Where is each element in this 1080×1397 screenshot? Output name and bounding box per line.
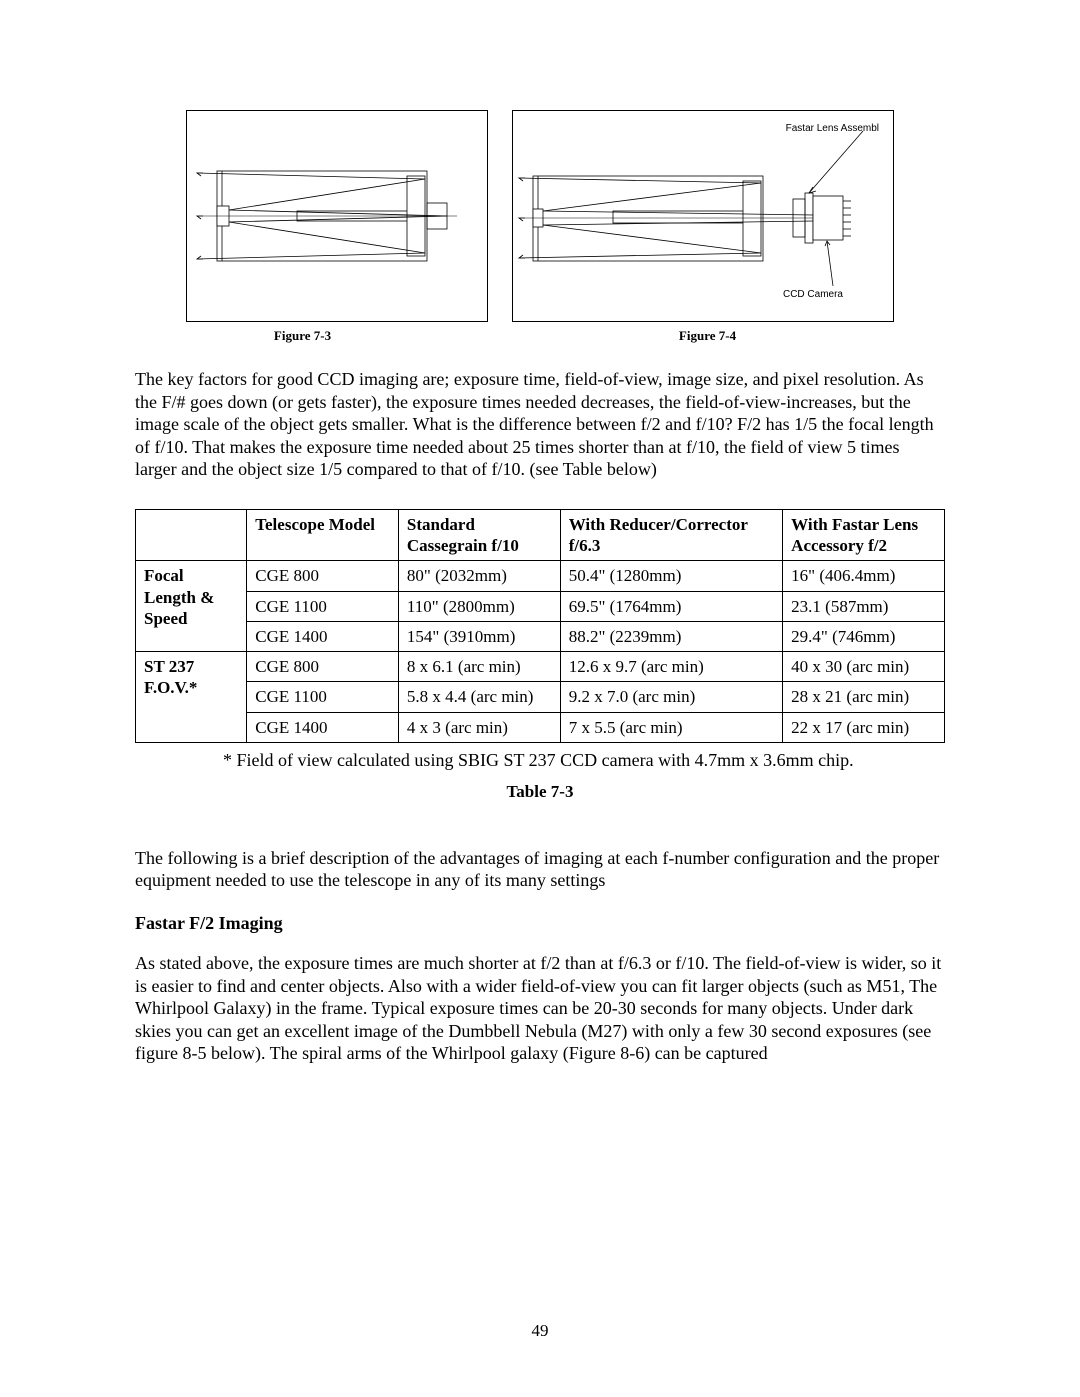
- cell: CGE 800: [247, 652, 399, 682]
- fastar-lens-label: Fastar Lens Assembl: [786, 123, 879, 136]
- cell: CGE 800: [247, 561, 399, 591]
- cell: 88.2" (2239mm): [560, 621, 782, 651]
- cell: CGE 1100: [247, 591, 399, 621]
- cell: 22 x 17 (arc min): [783, 712, 945, 742]
- figures-row: Fastar Lens Assembl CCD Camera: [135, 110, 945, 322]
- cell: 110" (2800mm): [398, 591, 560, 621]
- cell: CGE 1400: [247, 621, 399, 651]
- cell: 4 x 3 (arc min): [398, 712, 560, 742]
- cell: 8 x 6.1 (arc min): [398, 652, 560, 682]
- cell: 12.6 x 9.7 (arc min): [560, 652, 782, 682]
- cell: 5.8 x 4.4 (arc min): [398, 682, 560, 712]
- cell: 23.1 (587mm): [783, 591, 945, 621]
- cell: 80" (2032mm): [398, 561, 560, 591]
- page-number: 49: [0, 1321, 1080, 1341]
- ccd-camera-label: CCD Camera: [783, 289, 843, 302]
- row-header-fov: ST 237 F.O.V.*: [136, 652, 247, 743]
- cell: 69.5" (1764mm): [560, 591, 782, 621]
- cell: 29.4" (746mm): [783, 621, 945, 651]
- fastar-heading: Fastar F/2 Imaging: [135, 912, 945, 935]
- figure-7-4: Fastar Lens Assembl CCD Camera: [512, 110, 894, 322]
- row-header-focal: Focal Length & Speed: [136, 561, 247, 652]
- col-header-f10: Standard Cassegrain f/10: [398, 509, 560, 561]
- figure-captions: Figure 7-3 Figure 7-4: [135, 328, 945, 344]
- figure-7-4-caption: Figure 7-4: [470, 328, 945, 344]
- telescope-diagram-1: [187, 111, 487, 321]
- table-footnote: * Field of view calculated using SBIG ST…: [135, 749, 945, 772]
- cell: 50.4" (1280mm): [560, 561, 782, 591]
- cell: 28 x 21 (arc min): [783, 682, 945, 712]
- intro-paragraph: The key factors for good CCD imaging are…: [135, 368, 945, 481]
- cell: 154" (3910mm): [398, 621, 560, 651]
- figure-7-3: [186, 110, 488, 322]
- cell: CGE 1400: [247, 712, 399, 742]
- col-header-f2: With Fastar Lens Accessory f/2: [783, 509, 945, 561]
- cell: 40 x 30 (arc min): [783, 652, 945, 682]
- paragraph-2: The following is a brief description of …: [135, 847, 945, 892]
- cell: 16" (406.4mm): [783, 561, 945, 591]
- cell: 9.2 x 7.0 (arc min): [560, 682, 782, 712]
- focal-length-table: Telescope Model Standard Cassegrain f/10…: [135, 509, 945, 743]
- figure-7-3-caption: Figure 7-3: [135, 328, 470, 344]
- cell: 7 x 5.5 (arc min): [560, 712, 782, 742]
- table-caption: Table 7-3: [135, 781, 945, 802]
- paragraph-3: As stated above, the exposure times are …: [135, 952, 945, 1065]
- col-header-f63: With Reducer/Corrector f/6.3: [560, 509, 782, 561]
- col-header-model: Telescope Model: [247, 509, 399, 561]
- cell: CGE 1100: [247, 682, 399, 712]
